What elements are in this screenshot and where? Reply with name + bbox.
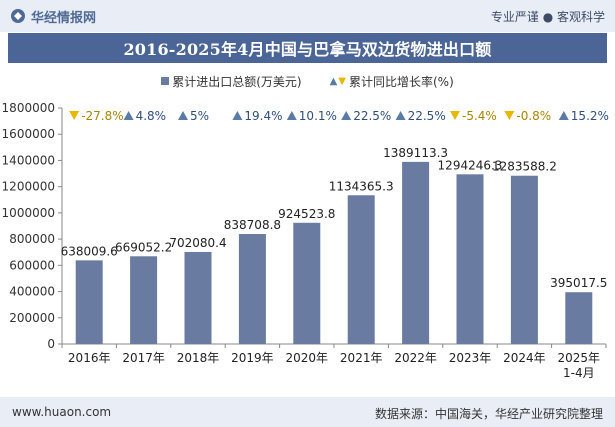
x-tick-label: 2021年 <box>340 351 383 365</box>
growth-label: 10.1% <box>299 109 337 123</box>
bar-value-label: 924523.8 <box>278 207 335 221</box>
x-tick-label: 2023年 <box>449 351 492 365</box>
growth-label: 4.8% <box>136 109 167 123</box>
growth-label: -0.8% <box>516 109 551 123</box>
x-tick-label: 2024年 <box>503 351 546 365</box>
axes: 0 200000 400000 600000 800000 1000000 1200000 1… <box>2 101 607 380</box>
bar <box>75 260 103 344</box>
bar <box>293 222 321 344</box>
bar <box>402 161 430 344</box>
legend-item-total: 累计进出口总额(万美元) <box>161 73 302 90</box>
footer: www.huaon.com 数据来源：中国海关，华经产业研究院整理 <box>0 397 615 427</box>
footer-url: www.huaon.com <box>12 405 112 419</box>
bar-chart: 0 200000 400000 600000 800000 1000000 1200000 1… <box>2 101 609 380</box>
x-tick-label: 2017年 <box>122 351 165 365</box>
growth-down-icon <box>504 111 515 120</box>
chart-title: 2016-2025年4月中国与巴拿马双边货物进出口额 <box>8 33 607 63</box>
x-tick-label: 2025年 <box>558 351 601 365</box>
x-tick-label: 2020年 <box>286 351 329 365</box>
growth-up-icon <box>178 111 188 120</box>
bar-value-label: 669052.2 <box>115 240 172 254</box>
growth-down-icon <box>69 111 80 120</box>
y-tick-label: 400000 <box>9 285 55 299</box>
growth-label: 15.2% <box>571 109 609 123</box>
bar-value-label: 1134365.3 <box>329 179 394 193</box>
legend: 累计进出口总额(万美元) ▲ ▼ 累计同比增长率(%) <box>0 72 615 90</box>
growth-labels: -27.8% 4.8% 5% 19.4% 10.1% 22.5% 22.5% -5.4% -0.… <box>69 109 609 123</box>
growth-up-icon <box>395 111 406 120</box>
bar-value-label: 1389113.3 <box>383 146 448 160</box>
y-tick-label: 800000 <box>9 232 55 246</box>
growth-label: 22.5% <box>353 109 391 123</box>
x-tick-label: 2018年 <box>177 351 220 365</box>
x-tick-label: 1-4月 <box>563 366 595 380</box>
bar-value-label: 838708.8 <box>224 218 281 232</box>
bar-value-label: 638009.6 <box>61 244 118 258</box>
legend-label-total: 累计进出口总额(万美元) <box>172 74 302 89</box>
triangle-down-icon: ▼ <box>338 75 346 87</box>
top-bar: 华经情报网 专业严谨 ● 客观科学 <box>0 0 615 32</box>
bar <box>184 251 212 344</box>
growth-up-icon <box>232 111 243 120</box>
legend-swatch-bar <box>161 77 170 85</box>
brand-logo-icon <box>11 9 25 23</box>
y-tick-label: 1000000 <box>2 206 55 220</box>
x-tick-label: 2019年 <box>231 351 274 365</box>
y-tick-label: 1600000 <box>2 127 55 141</box>
bar <box>510 175 538 344</box>
growth-up-icon <box>123 111 134 120</box>
bar <box>238 234 266 344</box>
legend-item-growth: ▲ ▼ 累计同比增长率(%) <box>330 73 454 90</box>
bar-value-label: 1294246.3 <box>438 158 503 172</box>
growth-label: 22.5% <box>408 109 446 123</box>
bar <box>130 256 158 344</box>
bar <box>456 174 484 344</box>
growth-up-icon <box>341 111 352 120</box>
growth-label: 5% <box>190 109 209 123</box>
growth-label: -27.8% <box>81 109 123 123</box>
growth-up-icon <box>286 111 297 120</box>
bar-value-label: 395017.5 <box>550 276 607 290</box>
x-tick-label: 2022年 <box>394 351 437 365</box>
growth-up-icon <box>558 111 569 120</box>
y-tick-label: 1200000 <box>2 180 55 194</box>
bar <box>347 195 375 344</box>
growth-down-icon <box>450 111 460 120</box>
x-tick-label: 2016年 <box>68 351 111 365</box>
brand: 华经情报网 <box>10 7 97 26</box>
legend-triangles: ▲ ▼ <box>330 76 346 87</box>
growth-label: 19.4% <box>244 109 282 123</box>
bar-value-label: 702080.4 <box>169 236 226 250</box>
y-tick-label: 0 <box>47 337 55 351</box>
brand-name: 华经情报网 <box>31 10 97 26</box>
y-tick-label: 1800000 <box>2 101 55 115</box>
growth-label: -5.4% <box>462 109 497 123</box>
y-tick-label: 1400000 <box>2 153 55 167</box>
footer-source: 数据来源：中国海关，华经产业研究院整理 <box>374 407 603 421</box>
triangle-up-icon: ▲ <box>329 75 338 87</box>
y-tick-label: 600000 <box>9 258 55 272</box>
bar <box>565 292 593 344</box>
legend-label-growth: 累计同比增长率(%) <box>349 74 454 89</box>
tagline: 专业严谨 ● 客观科学 <box>490 10 605 24</box>
y-tick-label: 200000 <box>9 311 55 325</box>
bar-value-label: 1283588.2 <box>492 160 557 174</box>
